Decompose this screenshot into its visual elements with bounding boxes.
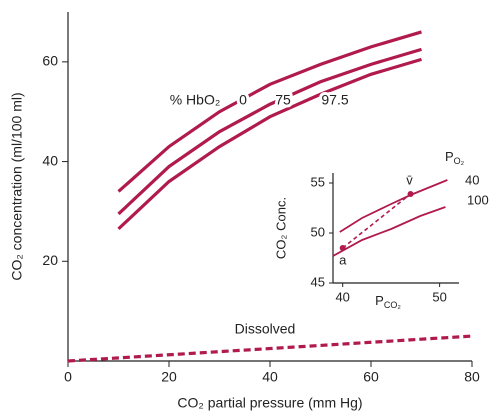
y-tick-label: 60 [42,53,58,69]
x-tick-label: 40 [335,289,349,304]
y-tick-label: 50 [311,224,325,239]
point [407,191,414,197]
y-tick-label: 40 [42,152,58,168]
y-tick-label: 55 [311,174,325,189]
point-label: a [339,252,347,267]
x-axis-label: PCO₂ [375,293,401,310]
curve [332,206,446,257]
x-axis-label: CO₂ partial pressure (mm Hg) [177,395,362,411]
curve [117,30,422,193]
x-tick-label: 20 [161,369,177,385]
series-label: Dissolved [235,321,296,337]
annotation: % HbO₂ [170,92,221,108]
x-tick-label: 60 [363,369,379,385]
point-label: v̄ [406,172,413,187]
connector [342,193,412,249]
curve [117,47,422,216]
x-tick-label: 40 [262,369,278,385]
curve [117,57,422,231]
x-tick-label: 80 [464,369,480,385]
y-axis-label: CO₂ Conc. [273,197,288,259]
main-plot: 0 20 40 60 80 20 40 60 0 75 97.5 Dissolved % HbO₂ CO₂… [9,12,480,411]
point [339,245,346,251]
y-tick-label: 20 [42,252,58,268]
legend-title-sub: O₂ [454,156,465,166]
series-label: 97.5 [321,92,348,108]
x-axis-label-sub: CO₂ [384,300,402,310]
x-tick-label: 50 [432,289,446,304]
curve [339,179,448,233]
inset-background [263,143,428,303]
legend-title: PO₂ [445,149,465,166]
x-axis-label-main: P [375,293,384,308]
x-tick-label: 0 [64,369,72,385]
series-label: 40 [465,172,479,187]
series-label: 75 [275,92,291,108]
curve [67,334,473,363]
y-tick-label: 45 [311,274,325,289]
legend-title-main: P [445,149,454,164]
y-axis-label: CO₂ concentration (ml/100 ml) [9,92,25,280]
series-label: 0 [239,92,247,108]
series-label: 100 [467,192,489,207]
